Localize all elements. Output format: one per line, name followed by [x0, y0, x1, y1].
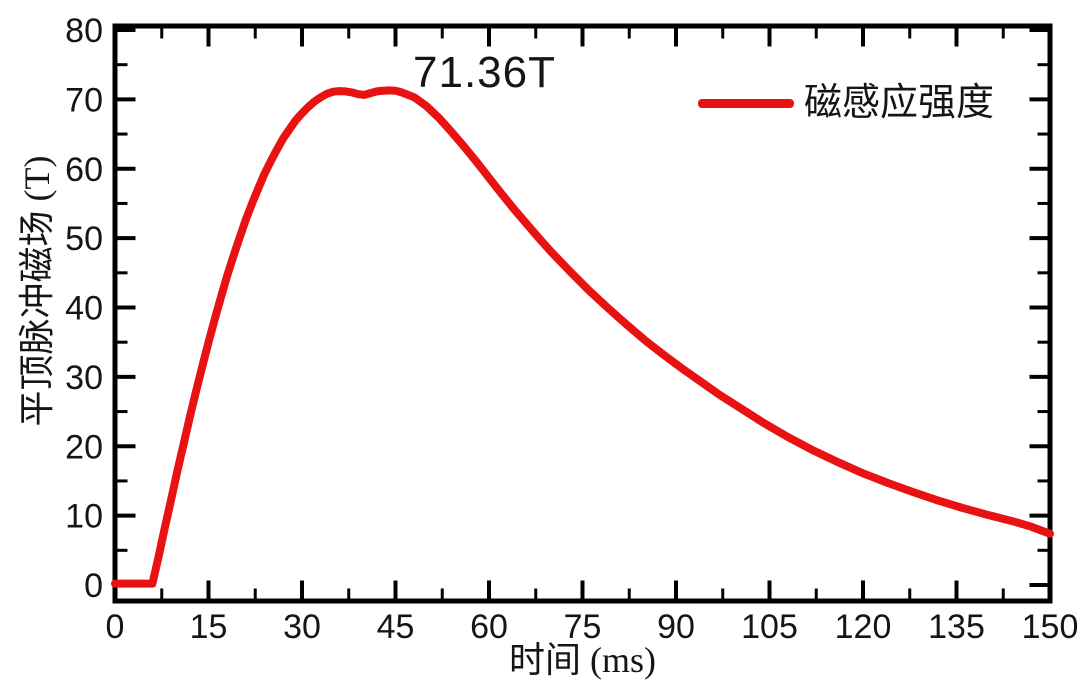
x-axis-title: 时间 (ms): [509, 640, 656, 680]
x-tick-label: 0: [106, 608, 125, 646]
x-tick-label: 105: [741, 608, 798, 646]
peak-annotation: 71.36T: [413, 48, 556, 97]
y-tick-label: 40: [65, 290, 103, 328]
x-tick-label: 90: [657, 608, 695, 646]
x-tick-label: 135: [928, 608, 985, 646]
series-line: [111, 86, 1054, 588]
y-tick-label: 50: [65, 220, 103, 258]
y-tick-label: 10: [65, 498, 103, 536]
x-tick-label: 45: [377, 608, 415, 646]
y-tick-label: 20: [65, 428, 103, 466]
y-tick-label: 60: [65, 151, 103, 189]
x-tick-label: 150: [1022, 608, 1079, 646]
y-tick-label: 0: [84, 567, 103, 605]
legend-label: 磁感应强度: [804, 82, 995, 124]
legend-line-swatch: [698, 98, 794, 108]
y-axis-title: 平顶脉冲磁场 (T): [17, 155, 57, 427]
y-tick-label: 30: [65, 359, 103, 397]
x-tick-label: 15: [190, 608, 228, 646]
y-tick-label: 80: [65, 12, 103, 50]
x-tick-label: 30: [283, 608, 321, 646]
x-tick-label: 60: [470, 608, 508, 646]
x-tick-label: 75: [564, 608, 602, 646]
legend: 磁感应强度: [698, 83, 994, 123]
x-tick-label: 120: [835, 608, 892, 646]
axis-frame: [112, 23, 1053, 604]
y-tick-label: 70: [65, 81, 103, 119]
